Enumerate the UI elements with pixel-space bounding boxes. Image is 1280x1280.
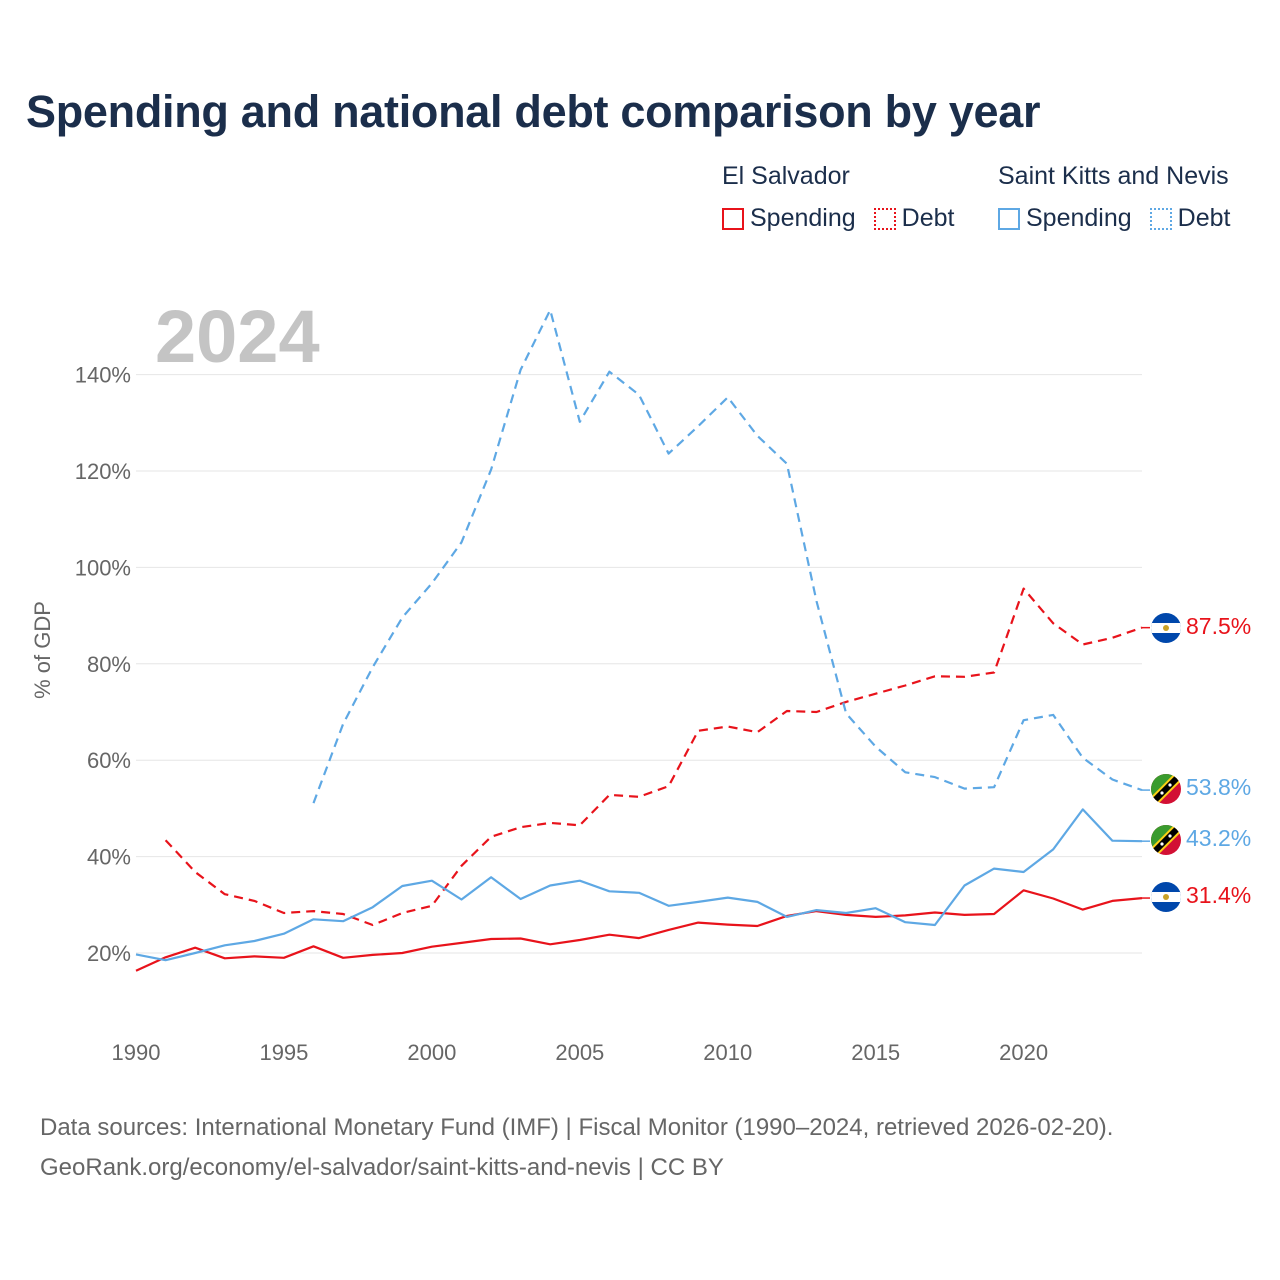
el-salvador-flag-icon [1151,882,1181,912]
y-tick-label: 140% [75,363,131,388]
legend-label: Spending [750,204,856,232]
x-tick-label: 2020 [999,1040,1048,1065]
x-tick-label: 2005 [555,1040,604,1065]
saint-kitts-and-nevis-debt-end-label: 53.8% [1186,774,1251,800]
legend-el-salvador-spending[interactable]: Spending [722,204,856,233]
saint-kitts-and-nevis-flag-icon [1151,825,1181,855]
chart-title: Spending and national debt comparison by… [26,86,1041,137]
y-axis-label: % of GDP [30,601,55,699]
legend-swatch-solid [998,207,1020,230]
legend-country-el-salvador: El Salvador [722,162,850,190]
y-tick-label: 80% [87,652,131,677]
legend-label: Debt [901,204,955,232]
legend-saint-kitts-and-nevis: Saint Kitts and Nevis Spending Debt [998,162,1230,233]
x-tick-label: 1995 [259,1040,308,1065]
legend-swatch-dotted [873,207,896,230]
y-tick-label: 20% [87,941,131,966]
legend-swatch-solid [722,207,744,230]
el-salvador-spending-end-label: 31.4% [1186,882,1251,908]
legend-label: Debt [1177,204,1231,232]
x-tick-label: 1990 [112,1040,161,1065]
saint-kitts-and-nevis-debt-line[interactable] [312,308,1143,804]
saint-kitts-and-nevis-spending-end-label: 43.2% [1186,825,1251,851]
legend-label: Spending [1026,204,1132,232]
year-watermark: 2024 [155,295,320,378]
y-tick-label: 100% [75,555,131,580]
x-tick-label: 2015 [851,1040,900,1065]
y-tick-label: 60% [87,748,131,773]
data-sources: Data sources: International Monetary Fun… [40,1108,1113,1188]
el-salvador-spending-line[interactable] [135,889,1143,972]
saint-kitts-and-nevis-spending-line[interactable] [135,808,1143,962]
legend-el-salvador-debt[interactable]: Debt [873,204,955,233]
el-salvador-debt-line[interactable] [164,587,1143,927]
x-tick-label: 2010 [703,1040,752,1065]
legend-skn-debt[interactable]: Debt [1149,204,1231,233]
y-tick-label: 120% [75,459,131,484]
el-salvador-flag-icon [1151,613,1181,643]
legend-el-salvador: El Salvador Spending Debt [722,162,954,233]
x-tick-label: 2000 [407,1040,456,1065]
legend-swatch-dotted [1149,207,1172,230]
el-salvador-debt-end-label: 87.5% [1186,613,1251,639]
sources-line-1: Data sources: International Monetary Fun… [40,1114,1114,1141]
legend-skn-spending[interactable]: Spending [998,204,1132,233]
sources-line-2[interactable]: GeoRank.org/economy/el-salvador/saint-ki… [40,1154,724,1181]
legend-country-saint-kitts-and-nevis: Saint Kitts and Nevis [998,162,1229,190]
y-tick-label: 40% [87,845,131,870]
saint-kitts-and-nevis-flag-icon [1151,774,1181,804]
